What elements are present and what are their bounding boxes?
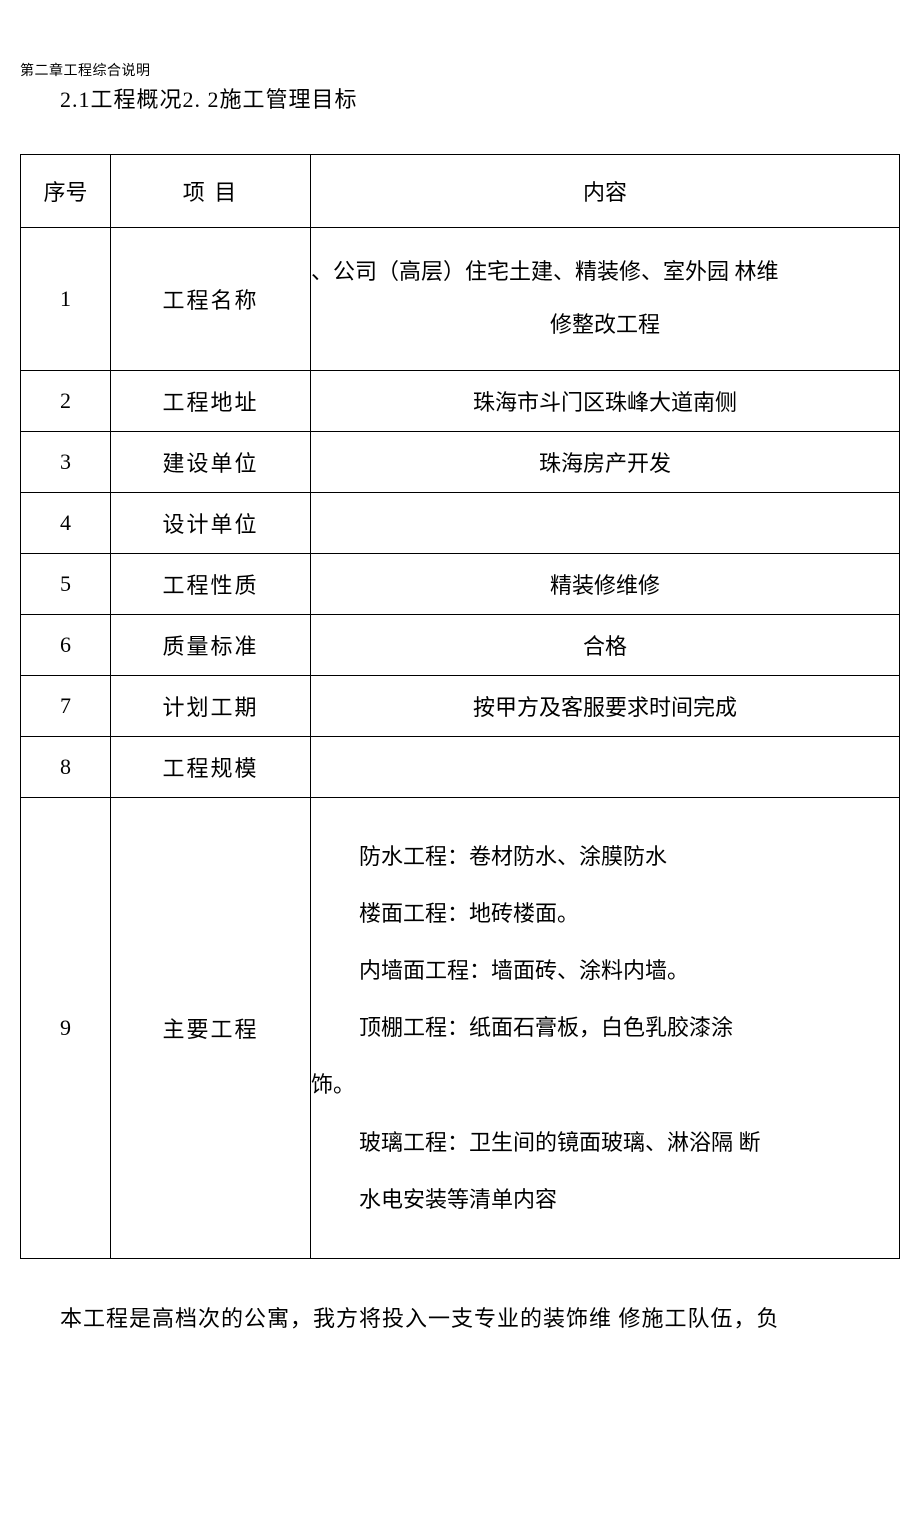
- cell-item: 工程地址: [111, 370, 311, 431]
- section-heading: 2.1工程概况2. 2施工管理目标: [60, 82, 900, 114]
- cell-content: 珠海市斗门区珠峰大道南侧: [311, 370, 900, 431]
- cell-content: 按甲方及客服要求时间完成: [311, 675, 900, 736]
- detail-line: 水电安装等清单内容: [311, 1171, 899, 1228]
- detail-line: 饰。: [311, 1056, 899, 1113]
- header-content: 内容: [311, 155, 900, 228]
- cell-seq: 9: [21, 797, 111, 1258]
- cell-content-detailed: 防水工程：卷材防水、涂膜防水 楼面工程：地砖楼面。 内墙面工程：墙面砖、涂料内墙…: [311, 797, 900, 1258]
- table-row: 5 工程性质 精装修维修: [21, 553, 900, 614]
- table-row: 4 设计单位: [21, 492, 900, 553]
- cell-seq: 7: [21, 675, 111, 736]
- cell-seq: 8: [21, 736, 111, 797]
- cell-item: 建设单位: [111, 431, 311, 492]
- cell-item: 设计单位: [111, 492, 311, 553]
- chapter-heading: 第二章工程综合说明: [20, 60, 900, 80]
- cell-content: 精装修维修: [311, 553, 900, 614]
- table-row: 2 工程地址 珠海市斗门区珠峰大道南侧: [21, 370, 900, 431]
- cell-content: [311, 492, 900, 553]
- table-row: 7 计划工期 按甲方及客服要求时间完成: [21, 675, 900, 736]
- cell-item: 工程性质: [111, 553, 311, 614]
- table-header-row: 序号 项 目 内容: [21, 155, 900, 228]
- cell-item: 计划工期: [111, 675, 311, 736]
- cell-item: 主要工程: [111, 797, 311, 1258]
- detail-line: 玻璃工程：卫生间的镜面玻璃、淋浴隔 断: [311, 1114, 899, 1171]
- table-row: 9 主要工程 防水工程：卷材防水、涂膜防水 楼面工程：地砖楼面。 内墙面工程：墙…: [21, 797, 900, 1258]
- cell-content: 、公司（高层）住宅土建、精装修、室外园 林维 修整改工程: [311, 228, 900, 371]
- bottom-paragraph: 本工程是高档次的公寓，我方将投入一支专业的装饰维 修施工队伍，负: [20, 1299, 900, 1339]
- cell-content: 合格: [311, 614, 900, 675]
- cell-item: 工程名称: [111, 228, 311, 371]
- cell-seq: 3: [21, 431, 111, 492]
- cell-content: 珠海房产开发: [311, 431, 900, 492]
- content-line: 、公司（高层）住宅土建、精装修、室外园 林维: [311, 246, 899, 299]
- detail-line: 楼面工程：地砖楼面。: [311, 885, 899, 942]
- table-row: 8 工程规模: [21, 736, 900, 797]
- cell-seq: 5: [21, 553, 111, 614]
- cell-seq: 1: [21, 228, 111, 371]
- cell-seq: 2: [21, 370, 111, 431]
- cell-seq: 6: [21, 614, 111, 675]
- project-table: 序号 项 目 内容 1 工程名称 、公司（高层）住宅土建、精装修、室外园 林维 …: [20, 154, 900, 1259]
- detail-line: 内墙面工程：墙面砖、涂料内墙。: [311, 942, 899, 999]
- detail-line: 防水工程：卷材防水、涂膜防水: [311, 828, 899, 885]
- cell-seq: 4: [21, 492, 111, 553]
- detail-line: 顶棚工程：纸面石膏板，白色乳胶漆涂: [311, 999, 899, 1056]
- table-row: 6 质量标准 合格: [21, 614, 900, 675]
- table-row: 1 工程名称 、公司（高层）住宅土建、精装修、室外园 林维 修整改工程: [21, 228, 900, 371]
- table-row: 3 建设单位 珠海房产开发: [21, 431, 900, 492]
- header-seq: 序号: [21, 155, 111, 228]
- cell-item: 质量标准: [111, 614, 311, 675]
- content-line: 修整改工程: [311, 299, 899, 352]
- cell-item: 工程规模: [111, 736, 311, 797]
- cell-content: [311, 736, 900, 797]
- header-item: 项 目: [111, 155, 311, 228]
